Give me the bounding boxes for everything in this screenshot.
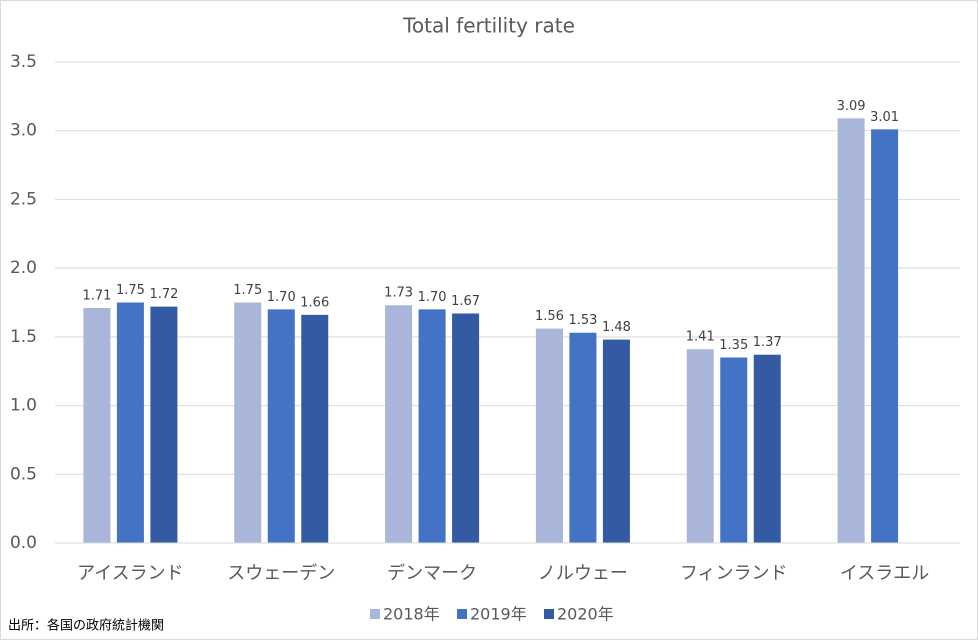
y-tick-label: 3.5 xyxy=(10,52,37,72)
x-tick-label: スウェーデン xyxy=(227,563,335,584)
legend-swatch xyxy=(457,609,467,619)
x-tick-label: デンマーク xyxy=(387,563,477,584)
data-label: 1.35 xyxy=(719,338,748,353)
data-label: 1.41 xyxy=(686,330,715,345)
bar xyxy=(150,306,178,543)
bar xyxy=(753,354,781,543)
x-tick-label: ノルウェー xyxy=(538,563,628,584)
bar xyxy=(234,302,262,543)
bar xyxy=(418,309,446,543)
y-tick-label: 2.0 xyxy=(10,258,37,278)
y-tick-label: 1.5 xyxy=(10,327,37,347)
y-tick-label: 0.0 xyxy=(10,533,37,553)
legend-swatch xyxy=(370,609,380,619)
data-label: 1.71 xyxy=(82,288,111,303)
data-label: 1.48 xyxy=(602,320,631,335)
data-label: 1.56 xyxy=(535,309,564,324)
y-tick-label: 0.5 xyxy=(10,464,37,484)
legend-label: 2019年 xyxy=(470,605,527,624)
x-tick-label: アイスランド xyxy=(77,563,184,584)
legend-swatch xyxy=(544,609,554,619)
bar xyxy=(720,357,748,543)
data-label: 1.70 xyxy=(418,290,447,305)
data-label: 1.75 xyxy=(233,283,262,298)
data-label: 1.66 xyxy=(300,295,329,310)
y-tick-label: 1.0 xyxy=(10,396,37,416)
data-label: 1.72 xyxy=(149,287,178,302)
legend-label: 2018年 xyxy=(383,605,440,624)
bar xyxy=(452,313,480,543)
data-label: 1.53 xyxy=(568,313,597,328)
bar xyxy=(686,349,714,543)
data-label: 3.09 xyxy=(837,99,866,114)
bar xyxy=(871,129,899,543)
bar xyxy=(569,332,597,543)
data-label: 1.67 xyxy=(451,294,480,309)
bar xyxy=(83,307,111,543)
bar xyxy=(116,302,144,543)
y-tick-label: 3.0 xyxy=(10,121,37,141)
data-label: 1.75 xyxy=(116,283,145,298)
data-label: 1.70 xyxy=(267,290,296,305)
data-label: 1.73 xyxy=(384,286,413,301)
source-note: 出所：各国の政府統計機関 xyxy=(8,618,164,634)
legend-label: 2020年 xyxy=(557,605,614,624)
y-tick-label: 2.5 xyxy=(10,189,37,209)
data-label: 1.37 xyxy=(753,335,782,350)
chart-title: Total fertility rate xyxy=(402,14,575,38)
bar xyxy=(301,314,329,543)
bar xyxy=(385,305,413,543)
bar xyxy=(267,309,295,543)
data-label: 3.01 xyxy=(870,110,899,125)
bar xyxy=(602,339,630,543)
bar xyxy=(837,118,865,544)
bar xyxy=(535,328,563,543)
x-tick-label: フィンランド xyxy=(680,563,788,584)
x-tick-label: イスラエル xyxy=(840,563,929,584)
